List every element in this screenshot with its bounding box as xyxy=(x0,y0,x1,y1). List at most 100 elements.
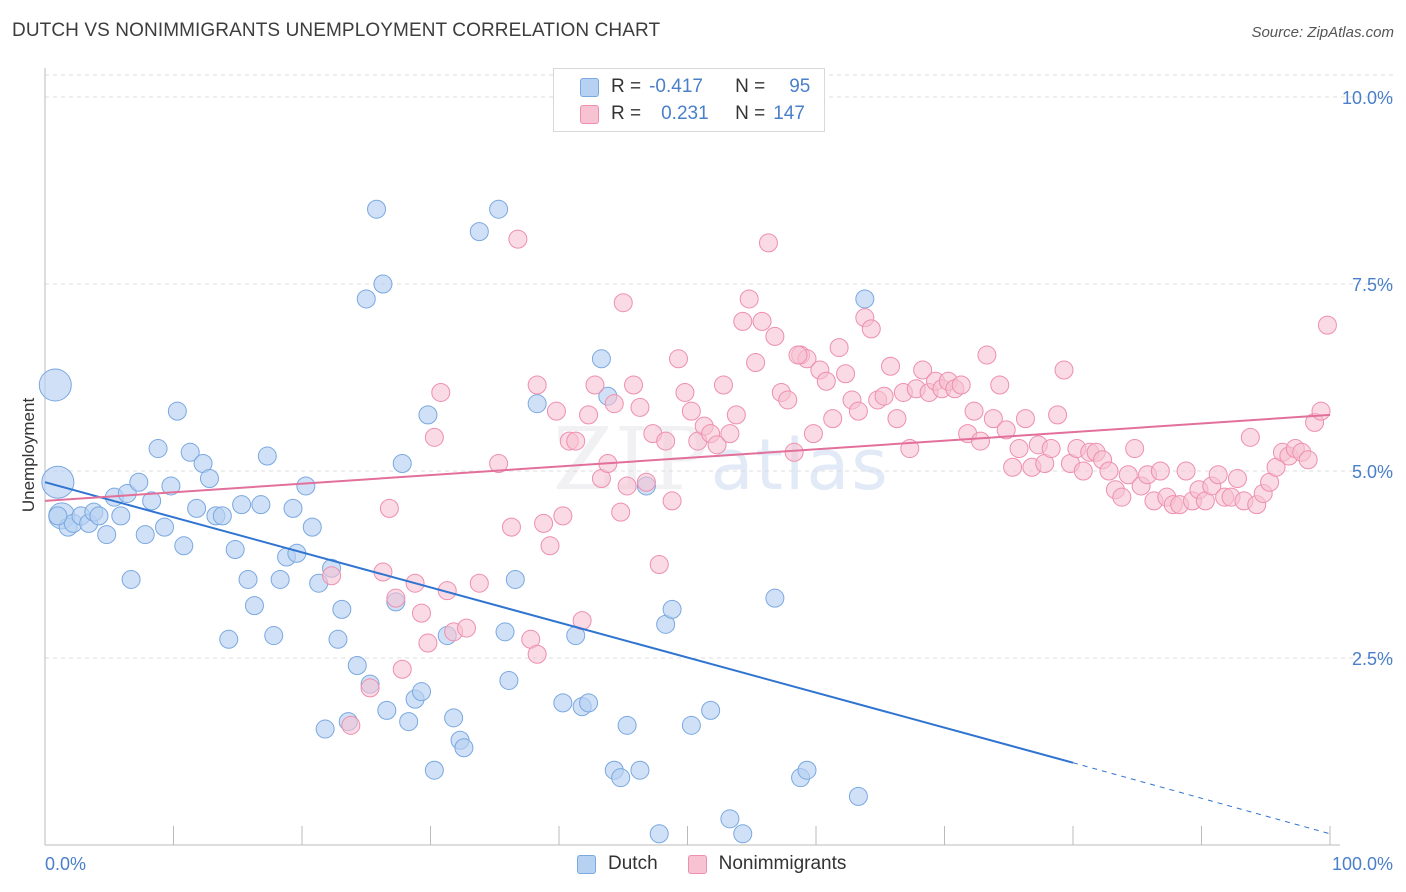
dutch-point xyxy=(219,629,239,649)
nonimmigrants-point xyxy=(553,506,573,526)
correlation-legend: R = -0.417 N = 95 R = 0.231 N = 147 xyxy=(553,68,825,132)
dutch-point xyxy=(591,349,611,369)
dutch-point xyxy=(681,715,701,735)
dutch-point xyxy=(649,824,669,844)
nonimmigrants-point xyxy=(733,311,753,331)
nonimmigrants-point xyxy=(613,293,633,313)
nonimmigrants-point xyxy=(913,360,933,380)
dutch-point xyxy=(347,655,367,675)
dutch-point xyxy=(97,525,117,545)
nonimmigrants-point xyxy=(803,424,823,444)
nonimmigrants-r-label: R = xyxy=(611,103,642,124)
nonimmigrants-legend-swatch xyxy=(687,854,707,874)
nonimmigrants-point xyxy=(823,409,843,429)
dutch-point xyxy=(199,468,219,488)
legend-row-dutch: R = -0.417 N = 95 xyxy=(580,76,810,98)
nonimmigrants-point xyxy=(585,375,605,395)
dutch-points xyxy=(38,199,875,844)
dutch-point xyxy=(765,588,785,608)
axes xyxy=(44,68,1340,846)
nonimmigrants-swatch xyxy=(580,104,599,124)
nonimmigrants-point xyxy=(720,424,740,444)
dutch-point xyxy=(161,476,181,496)
dutch-point xyxy=(167,401,187,421)
nonimmigrants-point xyxy=(469,573,489,593)
nonimmigrants-point xyxy=(816,371,836,391)
dutch-point xyxy=(135,525,155,545)
dutch-point xyxy=(225,540,245,560)
nonimmigrants-point xyxy=(392,659,412,679)
nonimmigrants-point xyxy=(1311,401,1331,421)
nonimmigrants-point xyxy=(656,431,676,451)
nonimmigrants-point xyxy=(746,353,766,373)
nonimmigrants-point xyxy=(379,498,399,518)
nonimmigrants-point xyxy=(431,382,451,402)
dutch-point xyxy=(848,786,868,806)
nonimmigrants-point xyxy=(1112,487,1132,507)
dutch-point xyxy=(264,626,284,646)
nonimmigrants-point xyxy=(829,338,849,358)
dutch-point xyxy=(121,569,141,589)
dutch-point xyxy=(142,491,162,511)
dutch-point xyxy=(662,599,682,619)
nonimmigrants-point xyxy=(636,472,656,492)
dutch-point xyxy=(180,442,200,462)
nonimmigrants-point xyxy=(881,356,901,376)
dutch-point xyxy=(489,199,509,219)
y-tick-label: 5.0% xyxy=(1352,462,1393,482)
nonimmigrants-point xyxy=(836,364,856,384)
tick-labels: 2.5% 5.0% 7.5% 10.0% 0.0% 100.0% xyxy=(45,88,1393,874)
nonimmigrants-point xyxy=(1298,450,1318,470)
nonimmigrants-point xyxy=(726,405,746,425)
nonimmigrants-point xyxy=(566,431,586,451)
y-tick-label: 2.5% xyxy=(1352,649,1393,669)
nonimmigrants-point xyxy=(977,345,997,365)
dutch-point xyxy=(212,506,232,526)
nonimmigrants-point xyxy=(1015,409,1035,429)
nonimmigrants-r-value: 0.231 xyxy=(661,103,709,124)
nonimmigrants-point xyxy=(360,678,380,698)
nonimmigrants-point xyxy=(1009,439,1029,459)
y-tick-label: 7.5% xyxy=(1352,275,1393,295)
dutch-point xyxy=(315,719,335,739)
trend-lines xyxy=(44,413,1331,835)
nonimmigrants-point xyxy=(1073,461,1093,481)
nonimmigrants-point xyxy=(983,409,1003,429)
nonimmigrants-point xyxy=(1048,405,1068,425)
dutch-point xyxy=(701,700,721,720)
nonimmigrants-point xyxy=(624,375,644,395)
dutch-point xyxy=(630,760,650,780)
chart-title: DUTCH VS NONIMMIGRANTS UNEMPLOYMENT CORR… xyxy=(12,20,661,41)
series-legend: Dutch Nonimmigrants xyxy=(577,851,846,877)
dutch-point xyxy=(733,824,753,844)
nonimmigrants-point xyxy=(546,401,566,421)
nonimmigrants-point xyxy=(758,233,778,253)
x-tick-label: 0.0% xyxy=(45,854,86,874)
dutch-point xyxy=(527,394,547,414)
nonimmigrants-point xyxy=(662,491,682,511)
nonimmigrants-point xyxy=(861,319,881,339)
nonimmigrants-point xyxy=(456,618,476,638)
nonimmigrants-point xyxy=(874,386,894,406)
nonimmigrants-point xyxy=(765,326,785,346)
nonimmigrants-trend-line xyxy=(44,413,1331,502)
dutch-point xyxy=(155,517,175,537)
nonimmigrants-point xyxy=(649,555,669,574)
nonimmigrants-point xyxy=(418,633,438,653)
nonimmigrants-point xyxy=(341,715,361,735)
nonimmigrants-n-value: 147 xyxy=(773,103,805,124)
nonimmigrants-point xyxy=(784,442,804,462)
nonimmigrants-point xyxy=(386,588,406,608)
dutch-legend-swatch xyxy=(577,854,596,874)
dutch-point xyxy=(174,536,194,556)
nonimmigrants-point xyxy=(970,431,990,451)
nonimmigrants-point xyxy=(1240,427,1260,447)
dutch-point xyxy=(187,498,207,518)
dutch-point xyxy=(148,439,168,459)
nonimmigrants-point xyxy=(534,513,554,533)
dutch-point xyxy=(232,495,252,515)
nonimmigrants-points xyxy=(322,229,1337,735)
source-label: Source: ZipAtlas.com xyxy=(1251,24,1394,41)
y-tick-label: 10.0% xyxy=(1342,88,1393,108)
dutch-point xyxy=(283,498,303,518)
